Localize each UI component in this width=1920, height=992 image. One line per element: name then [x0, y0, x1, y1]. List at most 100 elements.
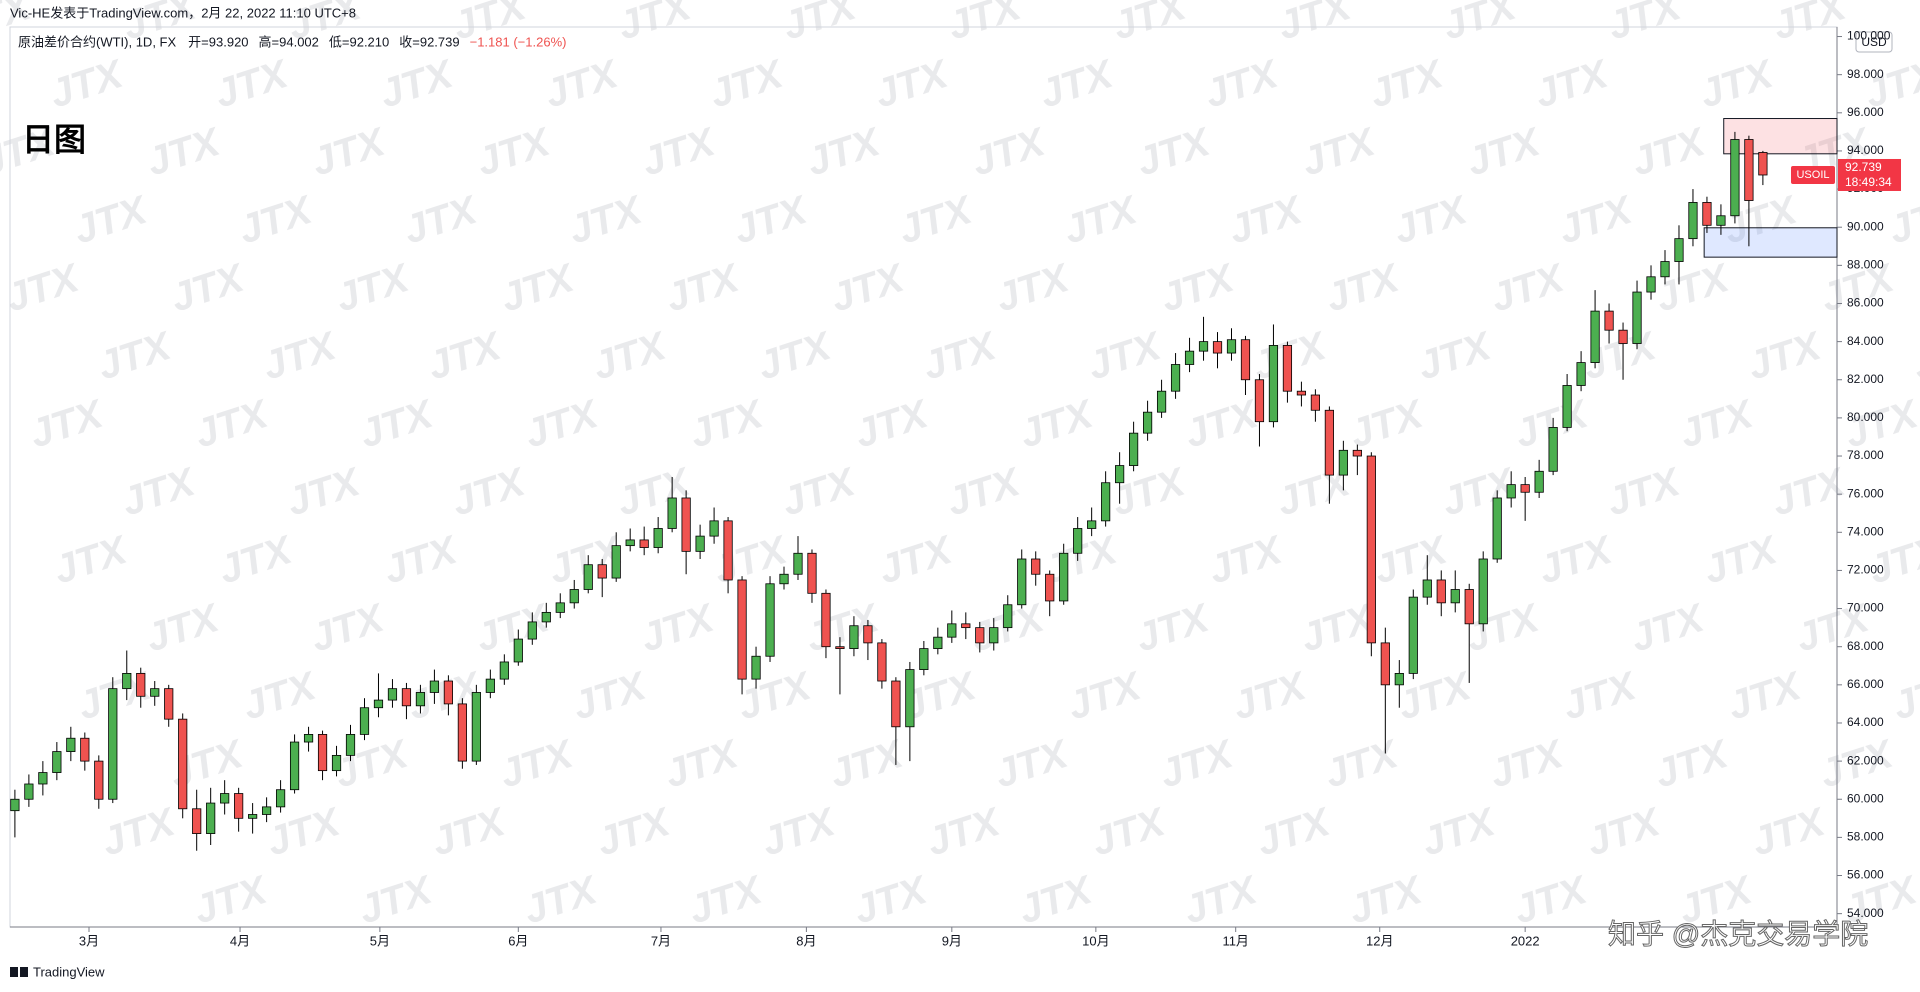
watermark: JTX — [1412, 323, 1498, 388]
y-tick-label: 80.000 — [1847, 410, 1884, 424]
watermark: JTX — [305, 595, 391, 660]
watermark: JTX — [989, 731, 1075, 796]
y-tick-label: 86.000 — [1847, 296, 1884, 310]
watermark: JTX — [96, 799, 182, 864]
watermark: JTX — [68, 187, 154, 252]
watermark: JTX — [261, 799, 347, 864]
watermark: JTX — [1626, 119, 1712, 184]
candle-body — [1156, 390, 1167, 413]
watermark: JTX — [306, 119, 392, 184]
watermark: JTX — [48, 527, 134, 592]
candle-body — [1492, 497, 1502, 560]
candle-body — [136, 672, 146, 697]
watermark: JTX — [518, 867, 604, 932]
watermark: JTX — [1130, 595, 1216, 660]
x-tick-label: 4月 — [230, 933, 250, 948]
watermark: JTX — [1034, 51, 1120, 116]
watermark: JTX — [1461, 119, 1547, 184]
y-tick-label: 62.000 — [1847, 753, 1884, 767]
candle-body — [262, 806, 272, 815]
candle-body — [499, 661, 509, 680]
candle-body — [919, 648, 929, 670]
candle-body — [150, 688, 160, 697]
candle-body — [94, 760, 104, 800]
watermark: JTX — [941, 459, 1027, 524]
watermark: JTX — [801, 119, 887, 184]
candle-body — [1003, 604, 1013, 629]
candle-body — [863, 625, 873, 644]
candle-body — [1506, 484, 1516, 499]
candle-body — [723, 520, 733, 581]
candle-body — [24, 783, 34, 800]
watermark: JTX — [1911, 799, 1920, 864]
price-tag-box — [1838, 158, 1901, 191]
candle-body — [877, 642, 887, 682]
watermark: JTX — [281, 459, 367, 524]
watermark: JTX — [1251, 799, 1337, 864]
candle-body — [108, 688, 118, 800]
watermark: JTX — [519, 391, 605, 456]
candle-body — [1534, 470, 1544, 493]
watermark: JTX — [1887, 663, 1920, 728]
candle-body — [709, 520, 719, 537]
watermark: JTX — [1602, 0, 1688, 49]
currency-box — [1855, 31, 1893, 53]
candle-body — [1338, 449, 1348, 476]
candle-body — [1129, 432, 1139, 466]
candle-body — [331, 754, 342, 772]
watermark: JTX — [470, 595, 556, 660]
watermark: JTX — [873, 527, 959, 592]
watermark: JTX — [398, 187, 484, 252]
candle-body — [66, 737, 76, 752]
watermark: JTX — [1625, 595, 1711, 660]
candle-body — [821, 592, 831, 648]
candle-body — [429, 680, 440, 693]
candle-body — [639, 539, 649, 548]
watermark: JTX — [24, 391, 110, 456]
credit: 知乎 @杰克交易学院 — [1608, 918, 1868, 949]
candle-body — [1730, 139, 1740, 217]
candle-body — [1017, 558, 1027, 606]
watermark: JTX — [1485, 255, 1571, 320]
watermark: JTX — [1296, 119, 1382, 184]
watermark: JTX — [189, 391, 275, 456]
candle-body — [765, 583, 775, 657]
legend-value: 低=92.210 — [329, 34, 389, 49]
candle-body — [303, 734, 314, 743]
candle-body — [1352, 449, 1362, 457]
candle-body — [1170, 364, 1181, 392]
candle-body — [1422, 579, 1432, 598]
watermark: JTX — [209, 51, 295, 116]
watermark: JTX — [1154, 731, 1240, 796]
x-tick-label: 7月 — [651, 933, 671, 948]
watermark: JTX — [777, 0, 863, 49]
watermark: JTX — [1484, 731, 1570, 796]
watermark: JTX — [1392, 663, 1478, 728]
candle-body — [1688, 202, 1698, 240]
watermark: JTX — [494, 731, 580, 796]
legend-change: −1.181 (−1.26%) — [470, 34, 567, 49]
candle-body — [345, 734, 356, 756]
watermark: JTX — [1674, 391, 1760, 456]
y-tick-label: 76.000 — [1847, 486, 1884, 500]
y-tick-label: 84.000 — [1847, 334, 1884, 348]
x-tick-label: 10月 — [1082, 933, 1109, 948]
watermark: JTX — [893, 187, 979, 252]
candle-body — [1310, 394, 1320, 411]
candle-body — [989, 627, 999, 644]
watermark: JTX — [1601, 459, 1687, 524]
candle-body — [625, 539, 635, 547]
watermark: JTX — [1319, 731, 1405, 796]
watermark: JTX — [237, 663, 323, 728]
watermark: JTX — [1014, 391, 1100, 456]
price-tag-symbol-box — [1791, 165, 1835, 184]
x-tick-label: 3月 — [79, 933, 99, 948]
candle-body — [933, 636, 943, 650]
y-tick-label: 64.000 — [1847, 715, 1884, 729]
candle-body — [1380, 642, 1390, 686]
candle-body — [373, 699, 384, 709]
watermark: JTX — [1179, 391, 1265, 456]
candle-body — [415, 692, 426, 707]
watermark: JTX — [683, 867, 769, 932]
watermark: JTX — [587, 323, 673, 388]
